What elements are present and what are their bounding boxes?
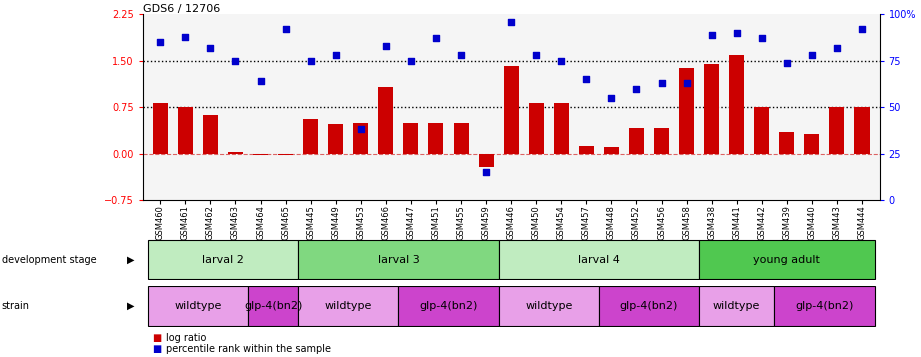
Bar	[804, 134, 820, 154]
Point	[579, 76, 594, 82]
Text: strain: strain	[2, 301, 29, 311]
Text: larval 4: larval 4	[578, 255, 620, 265]
Point	[203, 45, 217, 51]
Bar	[679, 68, 694, 154]
Text: glp-4(bn2): glp-4(bn2)	[419, 301, 478, 311]
Text: wildtype: wildtype	[713, 301, 761, 311]
Text: development stage: development stage	[2, 255, 97, 265]
Text: glp-4(bn2): glp-4(bn2)	[244, 301, 302, 311]
Point	[529, 52, 543, 58]
Point	[805, 52, 820, 58]
Bar	[578, 146, 594, 154]
Text: wildtype: wildtype	[174, 301, 222, 311]
Point	[428, 36, 443, 41]
Point	[679, 80, 694, 86]
Bar	[754, 107, 769, 154]
Bar	[147, 240, 298, 280]
Point	[454, 52, 469, 58]
Bar	[403, 122, 418, 154]
Point	[504, 19, 519, 25]
Point	[705, 32, 719, 37]
Text: ■: ■	[152, 344, 161, 354]
Point	[830, 45, 845, 51]
Bar	[379, 87, 393, 154]
Text: ▶: ▶	[127, 301, 134, 311]
Text: glp-4(bn2): glp-4(bn2)	[620, 301, 678, 311]
Point	[629, 86, 644, 91]
Bar	[604, 147, 619, 154]
Bar	[498, 240, 699, 280]
Bar	[529, 103, 543, 154]
Bar	[147, 286, 248, 326]
Bar	[203, 115, 218, 154]
Point	[779, 60, 794, 65]
Bar	[453, 122, 469, 154]
Bar	[328, 124, 344, 154]
Point	[729, 30, 744, 36]
Point	[153, 39, 168, 45]
Text: larval 2: larval 2	[202, 255, 244, 265]
Bar	[830, 107, 845, 154]
Bar	[779, 132, 794, 154]
Bar	[399, 286, 498, 326]
Text: ■: ■	[152, 333, 161, 343]
Text: percentile rank within the sample: percentile rank within the sample	[166, 344, 331, 354]
Bar	[855, 107, 869, 154]
Bar	[228, 152, 243, 154]
Text: ▶: ▶	[127, 255, 134, 265]
Bar	[428, 122, 444, 154]
Point	[253, 78, 268, 84]
Bar	[504, 66, 519, 154]
Point	[479, 169, 494, 175]
Text: log ratio: log ratio	[166, 333, 206, 343]
Bar	[153, 103, 168, 154]
Point	[278, 26, 293, 32]
Point	[178, 34, 192, 39]
Bar	[298, 286, 399, 326]
Point	[554, 58, 568, 64]
Bar	[253, 154, 268, 155]
Bar	[178, 107, 192, 154]
Bar	[278, 154, 293, 155]
Bar	[554, 103, 569, 154]
Text: wildtype: wildtype	[324, 301, 372, 311]
Text: GDS6 / 12706: GDS6 / 12706	[143, 4, 220, 14]
Bar	[479, 154, 494, 167]
Point	[604, 95, 619, 101]
Point	[379, 43, 393, 49]
Bar	[498, 286, 599, 326]
Bar	[699, 240, 875, 280]
Bar	[654, 127, 669, 154]
Text: glp-4(bn2): glp-4(bn2)	[795, 301, 854, 311]
Point	[654, 80, 669, 86]
Bar	[354, 122, 368, 154]
Text: young adult: young adult	[753, 255, 821, 265]
Bar	[599, 286, 699, 326]
Bar	[248, 286, 298, 326]
Bar	[303, 120, 318, 154]
Point	[855, 26, 869, 32]
Point	[403, 58, 418, 64]
Bar	[729, 55, 744, 154]
Bar	[699, 286, 775, 326]
Bar	[775, 286, 875, 326]
Point	[303, 58, 318, 64]
Bar	[705, 64, 719, 154]
Point	[228, 58, 243, 64]
Point	[354, 126, 368, 132]
Bar	[629, 127, 644, 154]
Text: wildtype: wildtype	[525, 301, 573, 311]
Point	[329, 52, 344, 58]
Text: larval 3: larval 3	[378, 255, 419, 265]
Bar	[298, 240, 498, 280]
Point	[754, 36, 769, 41]
